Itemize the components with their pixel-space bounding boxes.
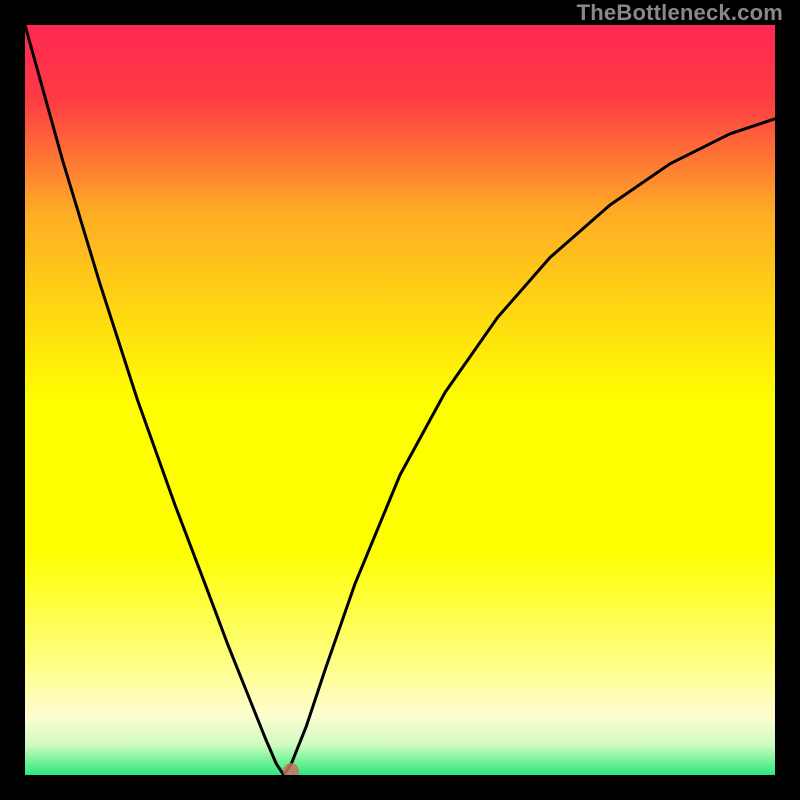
curve-path [25, 25, 775, 775]
border-right [775, 0, 800, 800]
bottleneck-curve [25, 25, 775, 775]
border-bottom [0, 775, 800, 800]
border-left [0, 0, 25, 800]
chart-container: TheBottleneck.com [0, 0, 800, 800]
watermark-text: TheBottleneck.com [577, 0, 783, 26]
